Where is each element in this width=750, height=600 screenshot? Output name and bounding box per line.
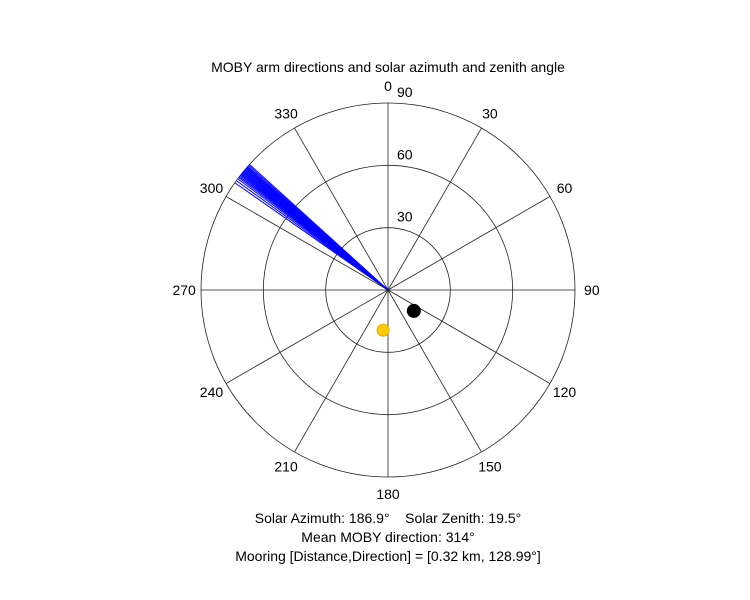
annotation-mooring: Mooring [Distance,Direction] = [0.32 km,…: [235, 548, 541, 564]
angle-tick-label: 60: [557, 180, 573, 196]
radial-tick-label: 60: [397, 146, 413, 162]
angle-tick-label: 180: [376, 486, 400, 502]
radial-tick-label: 30: [397, 209, 413, 225]
radial-tick-label: 90: [397, 84, 413, 100]
grid-spoke: [387, 127, 482, 291]
angle-tick-label: 300: [200, 180, 224, 196]
angle-tick-label: 330: [274, 105, 298, 121]
angle-tick-label: 240: [200, 384, 224, 400]
angle-tick-label: 0: [384, 78, 392, 94]
grid-spoke: [225, 289, 389, 384]
grid-circle: [262, 164, 514, 416]
grid-spoke: [387, 196, 551, 291]
angle-tick-label: 90: [584, 282, 600, 298]
grid-spoke: [387, 289, 482, 453]
angle-tick-label: 150: [478, 459, 502, 475]
angle-tick-label: 120: [553, 384, 577, 400]
grid-circle: [200, 102, 576, 478]
grid-spoke: [225, 196, 389, 291]
mooring-marker: [406, 303, 421, 318]
grid-spoke: [294, 127, 389, 291]
position-markers: [376, 303, 421, 337]
tick-labels: 0 30 60 90 120 150 180 210 240 270 300 330 30 60 90: [172, 78, 599, 502]
angle-tick-label: 270: [172, 282, 196, 298]
angle-tick-label: 210: [274, 459, 298, 475]
sun-marker: [376, 323, 390, 337]
arm-direction-lines: [234, 164, 389, 291]
polar-grid: [200, 102, 576, 478]
grid-spoke: [294, 289, 389, 453]
grid-spoke: [387, 289, 551, 384]
arm-direction-line: [249, 164, 389, 291]
angle-tick-label: 30: [482, 105, 498, 121]
annotation-moby-direction: Mean MOBY direction: 314°: [301, 529, 474, 545]
chart-title: MOBY arm directions and solar azimuth an…: [211, 59, 565, 75]
annotation-solar: Solar Azimuth: 186.9° Solar Zenith: 19.5…: [255, 510, 521, 526]
grid-circle: [325, 227, 451, 353]
